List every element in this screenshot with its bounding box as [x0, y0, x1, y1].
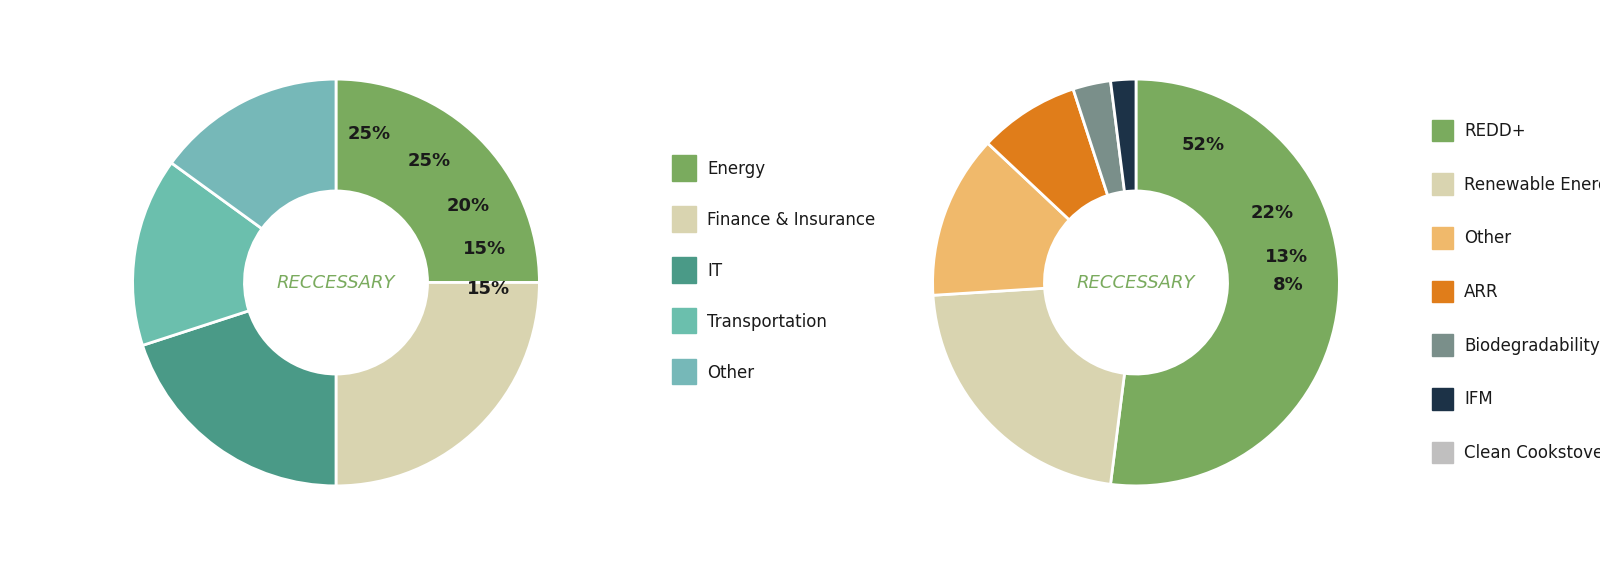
- Text: ARR: ARR: [1464, 283, 1499, 301]
- Text: 13%: 13%: [1266, 249, 1309, 266]
- Wedge shape: [933, 288, 1125, 484]
- Wedge shape: [1110, 79, 1136, 192]
- Text: Other: Other: [707, 364, 754, 382]
- Text: 20%: 20%: [446, 197, 490, 215]
- Text: Clean Cookstoves: Clean Cookstoves: [1464, 444, 1600, 462]
- Text: 8%: 8%: [1274, 276, 1304, 294]
- Text: 15%: 15%: [467, 280, 510, 298]
- Text: Transportation: Transportation: [707, 313, 827, 331]
- Text: Other: Other: [1464, 229, 1510, 247]
- Text: Energy: Energy: [707, 160, 765, 179]
- Text: 25%: 25%: [408, 153, 451, 171]
- Text: 52%: 52%: [1181, 136, 1224, 154]
- Wedge shape: [336, 282, 539, 486]
- Text: 22%: 22%: [1250, 204, 1293, 222]
- Text: REDD+: REDD+: [1464, 122, 1526, 140]
- Text: IFM: IFM: [1464, 390, 1493, 408]
- Wedge shape: [987, 89, 1107, 220]
- Wedge shape: [133, 163, 262, 345]
- Text: 25%: 25%: [347, 124, 390, 142]
- Text: RECCESSARY: RECCESSARY: [1077, 273, 1195, 292]
- Text: RECCESSARY: RECCESSARY: [277, 273, 395, 292]
- Wedge shape: [1074, 81, 1125, 195]
- Text: 15%: 15%: [464, 241, 507, 258]
- Text: Renewable Energy: Renewable Energy: [1464, 176, 1600, 194]
- Text: Finance & Insurance: Finance & Insurance: [707, 211, 875, 229]
- Wedge shape: [933, 144, 1069, 295]
- Wedge shape: [1110, 79, 1339, 486]
- Wedge shape: [336, 79, 539, 282]
- Wedge shape: [171, 79, 336, 229]
- Text: IT: IT: [707, 262, 722, 280]
- Text: Biodegradability: Biodegradability: [1464, 337, 1600, 355]
- Wedge shape: [142, 311, 336, 486]
